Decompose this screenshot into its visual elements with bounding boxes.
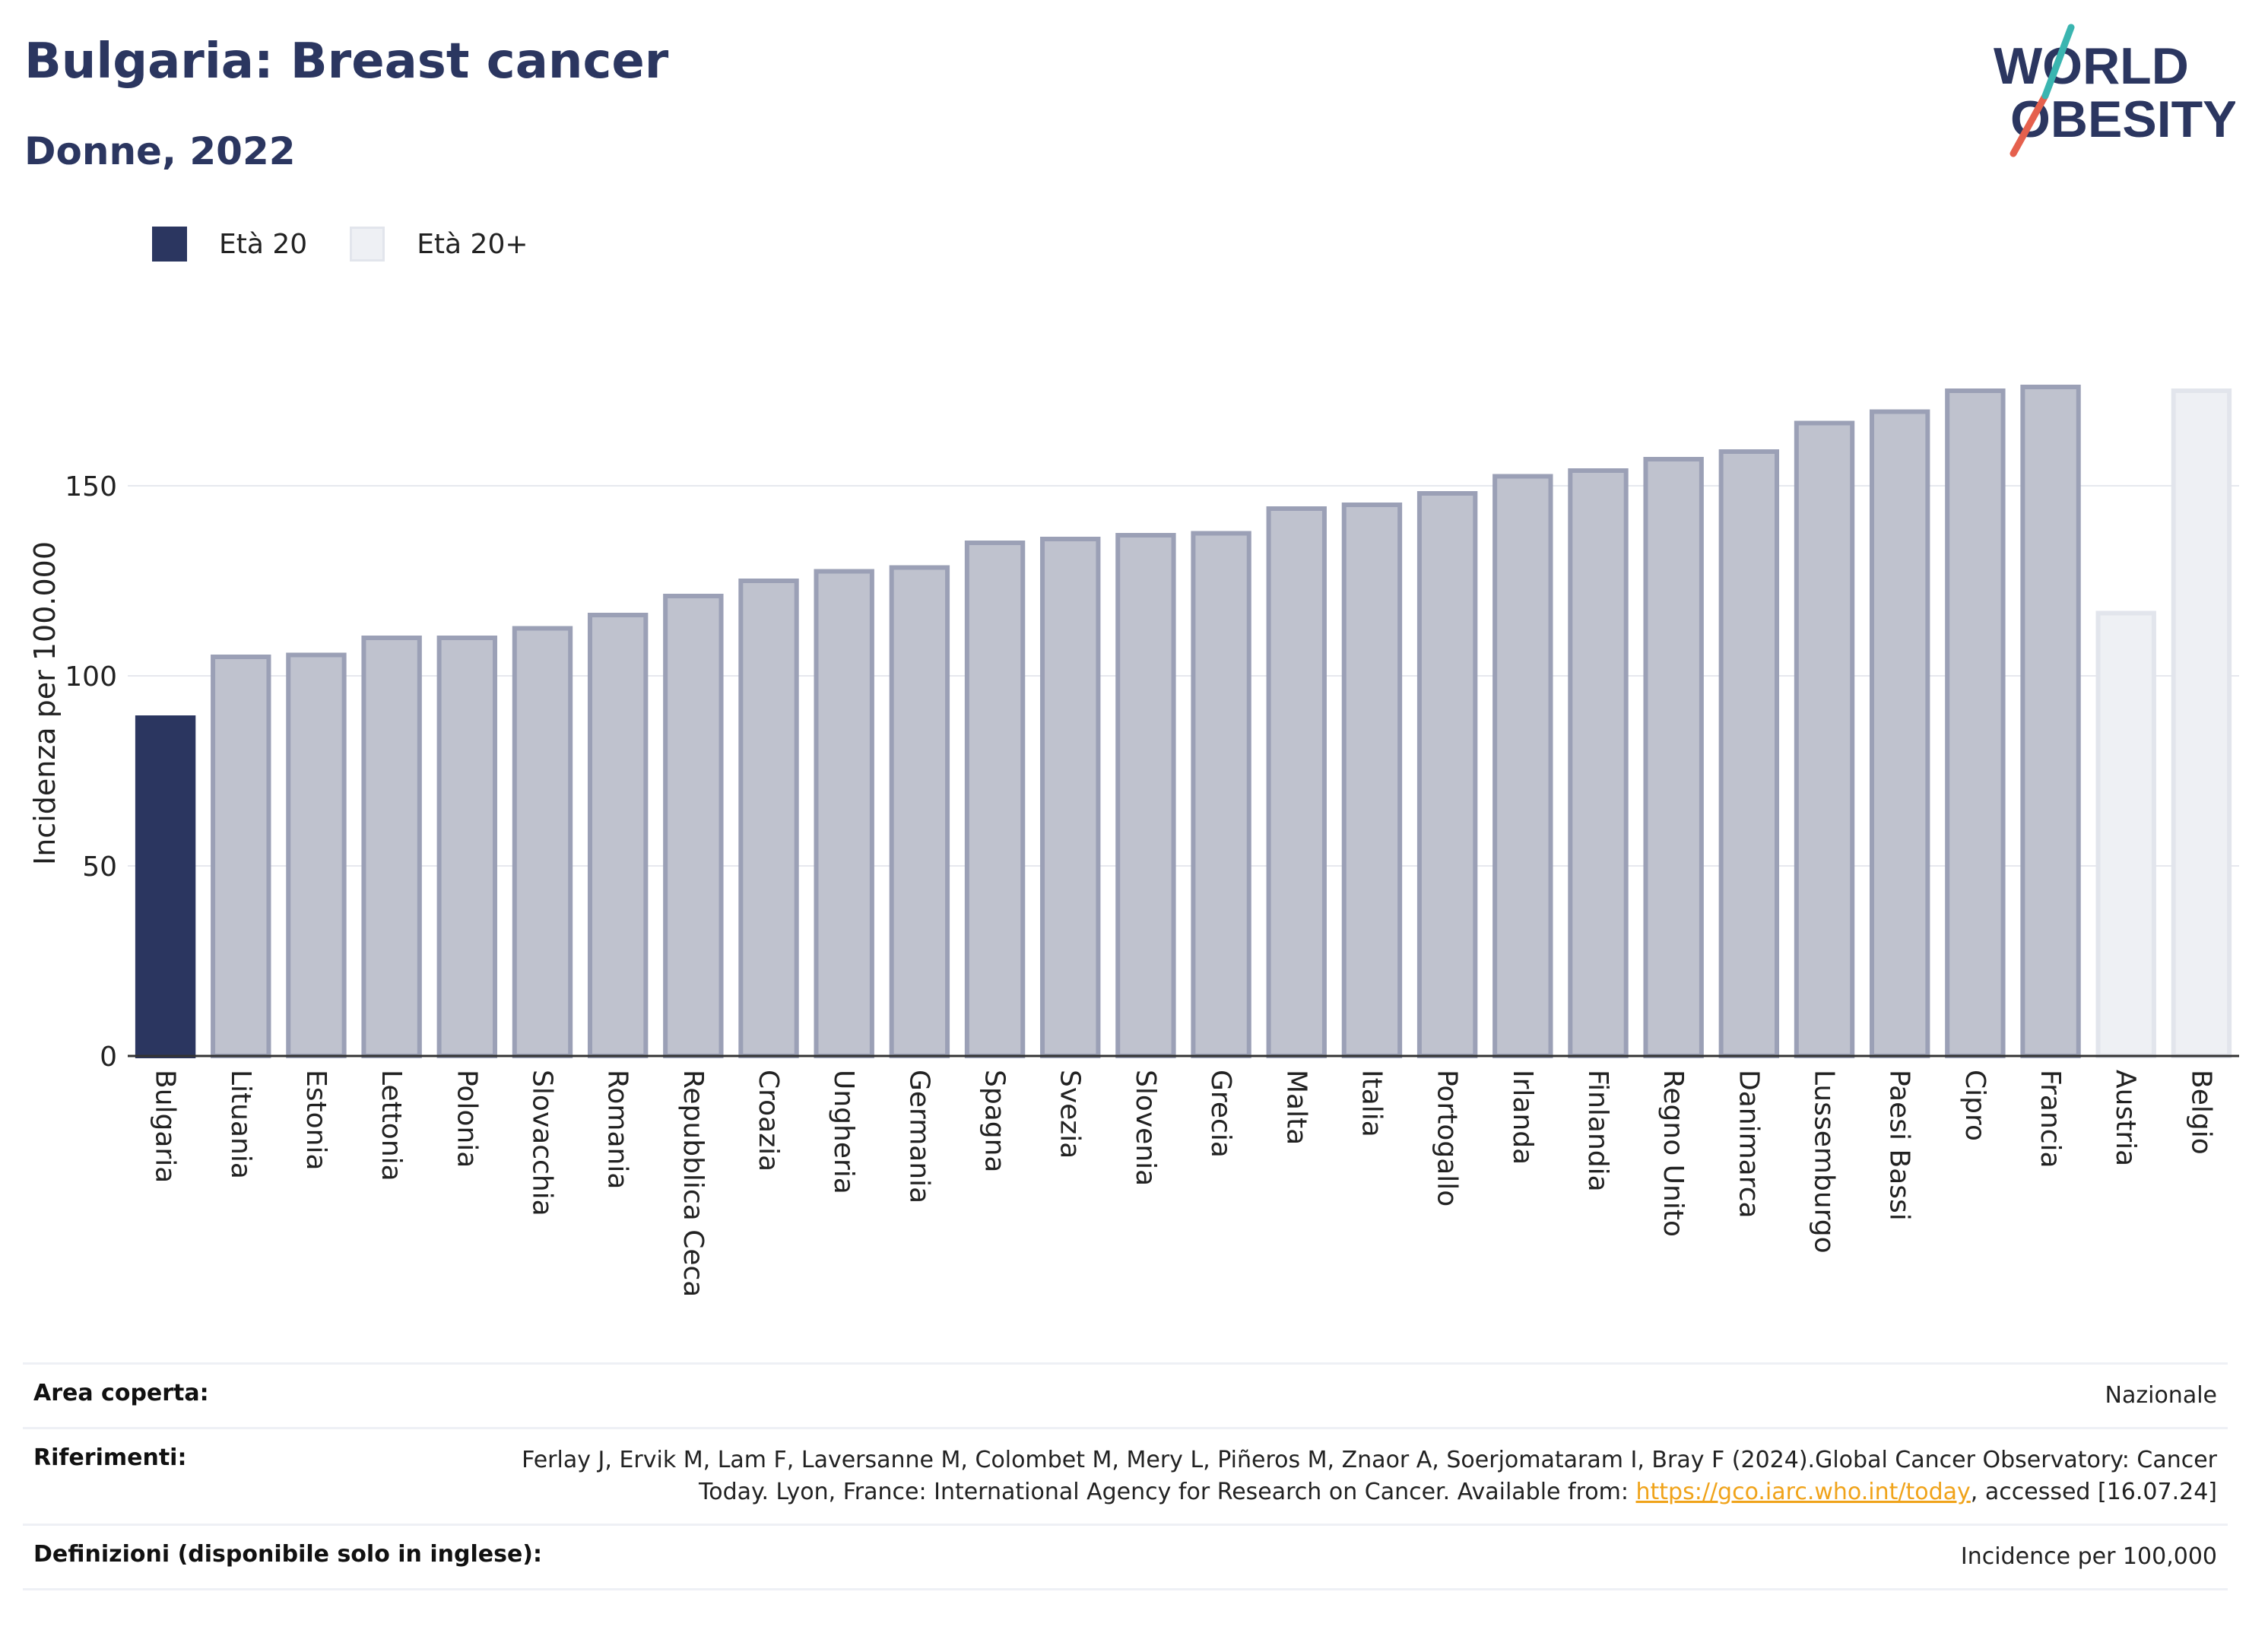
y-axis-label: Incidenza per 100.000 — [28, 541, 62, 865]
x-tick-label: Regno Unito — [1657, 1070, 1689, 1237]
chart-legend: Età 20 Età 20+ — [152, 227, 571, 262]
legend-swatch-eta-20 — [152, 227, 187, 262]
x-tick-label: Repubblica Ceca — [677, 1070, 709, 1297]
logo-line1: WORLD — [1994, 37, 2189, 95]
legend-label: Età 20 — [219, 228, 308, 260]
references-tail: , accessed [16.07.24] — [1970, 1479, 2217, 1505]
x-tick-label: Polonia — [451, 1070, 482, 1168]
x-tick-label: Danimarca — [1733, 1070, 1764, 1219]
bar — [135, 715, 196, 1058]
bar — [1492, 474, 1553, 1058]
x-tick-label: Francia — [2035, 1070, 2066, 1168]
logo-line2: OBESITY — [2010, 90, 2235, 148]
x-tick-label: Portogallo — [1432, 1070, 1463, 1206]
x-tick-label: Cipro — [1959, 1070, 1990, 1141]
bar — [2171, 388, 2232, 1058]
x-tick-label: Croazia — [753, 1070, 784, 1172]
x-tick-label: Lussemburgo — [1809, 1070, 1840, 1254]
definitions-value: Incidence per 100,000 — [1960, 1543, 2217, 1570]
bar — [1191, 531, 1251, 1058]
bar — [361, 636, 422, 1058]
bar — [1945, 388, 2006, 1058]
legend-swatch-eta-20-plus — [350, 227, 385, 262]
x-tick-label: Grecia — [1205, 1070, 1236, 1158]
references-text: Ferlay J, Ervik M, Lam F, Laversanne M, … — [522, 1447, 2217, 1505]
info-table: Area coperta: Nazionale Riferimenti: Fer… — [23, 1362, 2228, 1590]
bar — [2095, 610, 2156, 1058]
bar — [2020, 385, 2081, 1058]
bars — [135, 385, 2232, 1058]
x-tick-label: Slovacchia — [526, 1070, 557, 1216]
bar — [889, 565, 950, 1058]
bar-chart: 0 50 100 150 Bulgaria Lituania Estonia Lettonia… — [28, 385, 2239, 1297]
world-obesity-logo: WORLD OBESITY — [1994, 24, 2235, 157]
bar — [964, 541, 1026, 1058]
x-tick-label: Svezia — [1055, 1070, 1086, 1159]
y-tick-label: 50 — [82, 851, 117, 883]
bar — [1718, 449, 1780, 1058]
bar — [512, 626, 573, 1058]
area-label: Area coperta: — [33, 1380, 209, 1406]
y-tick-label: 0 — [100, 1042, 117, 1073]
x-tick-label: Estonia — [300, 1070, 331, 1171]
references-value: Ferlay J, Ervik M, Lam F, Laversanne M, … — [468, 1444, 2217, 1508]
info-row-definitions: Definizioni (disponibile solo in inglese… — [23, 1524, 2228, 1590]
bar — [587, 613, 649, 1058]
bar — [1568, 468, 1629, 1058]
x-tick-label: Italia — [1356, 1070, 1387, 1137]
legend-item-eta-20[interactable]: Età 20 — [152, 227, 307, 262]
y-tick-label: 100 — [65, 661, 117, 693]
x-tick-label: Belgio — [2185, 1070, 2216, 1155]
page-title: Bulgaria: Breast cancer — [24, 33, 669, 90]
bar — [1341, 503, 1403, 1058]
x-tick-label: Ungheria — [828, 1070, 859, 1194]
x-tick-label: Paesi Bassi — [1884, 1070, 1915, 1221]
x-tick-label: Romania — [602, 1070, 633, 1189]
bar — [286, 652, 347, 1058]
y-tick-label: 150 — [65, 471, 117, 503]
bar — [1870, 409, 1930, 1058]
references-link[interactable]: https://gco.iarc.who.int/today — [1635, 1479, 1971, 1505]
info-row-area: Area coperta: Nazionale — [23, 1362, 2228, 1427]
bar — [1040, 537, 1101, 1058]
page-subtitle: Donne, 2022 — [24, 129, 296, 173]
x-tick-label: Lettonia — [376, 1070, 407, 1181]
x-tick-label: Austria — [2110, 1070, 2141, 1166]
x-tick-label: Finlandia — [1582, 1070, 1613, 1192]
axes: 0 50 100 150 Bulgaria Lituania Estonia Lettonia… — [65, 471, 2239, 1297]
bar — [436, 636, 497, 1058]
definitions-label: Definizioni (disponibile solo in inglese… — [33, 1541, 542, 1568]
bar — [663, 594, 724, 1058]
x-tick-label: Bulgaria — [150, 1070, 181, 1183]
x-tick-label: Malta — [1280, 1070, 1312, 1145]
bar — [1643, 457, 1704, 1058]
bar — [1266, 506, 1327, 1058]
bar — [1794, 420, 1855, 1058]
bar — [738, 579, 799, 1058]
legend-item-eta-20-plus[interactable]: Età 20+ — [350, 227, 528, 262]
bar — [1416, 491, 1478, 1058]
area-value: Nazionale — [2105, 1382, 2217, 1409]
legend-label: Età 20+ — [417, 228, 528, 260]
bar — [1115, 533, 1176, 1058]
x-tick-label: Germania — [903, 1070, 934, 1203]
x-tick-label: Slovenia — [1130, 1070, 1161, 1186]
x-tick-label: Lituania — [225, 1070, 256, 1179]
bar — [814, 569, 874, 1058]
info-row-references: Riferimenti: Ferlay J, Ervik M, Lam F, L… — [23, 1427, 2228, 1524]
references-label: Riferimenti: — [33, 1444, 187, 1471]
x-tick-label: Spagna — [979, 1070, 1010, 1173]
x-tick-label: Irlanda — [1507, 1070, 1538, 1165]
bar — [211, 655, 271, 1058]
